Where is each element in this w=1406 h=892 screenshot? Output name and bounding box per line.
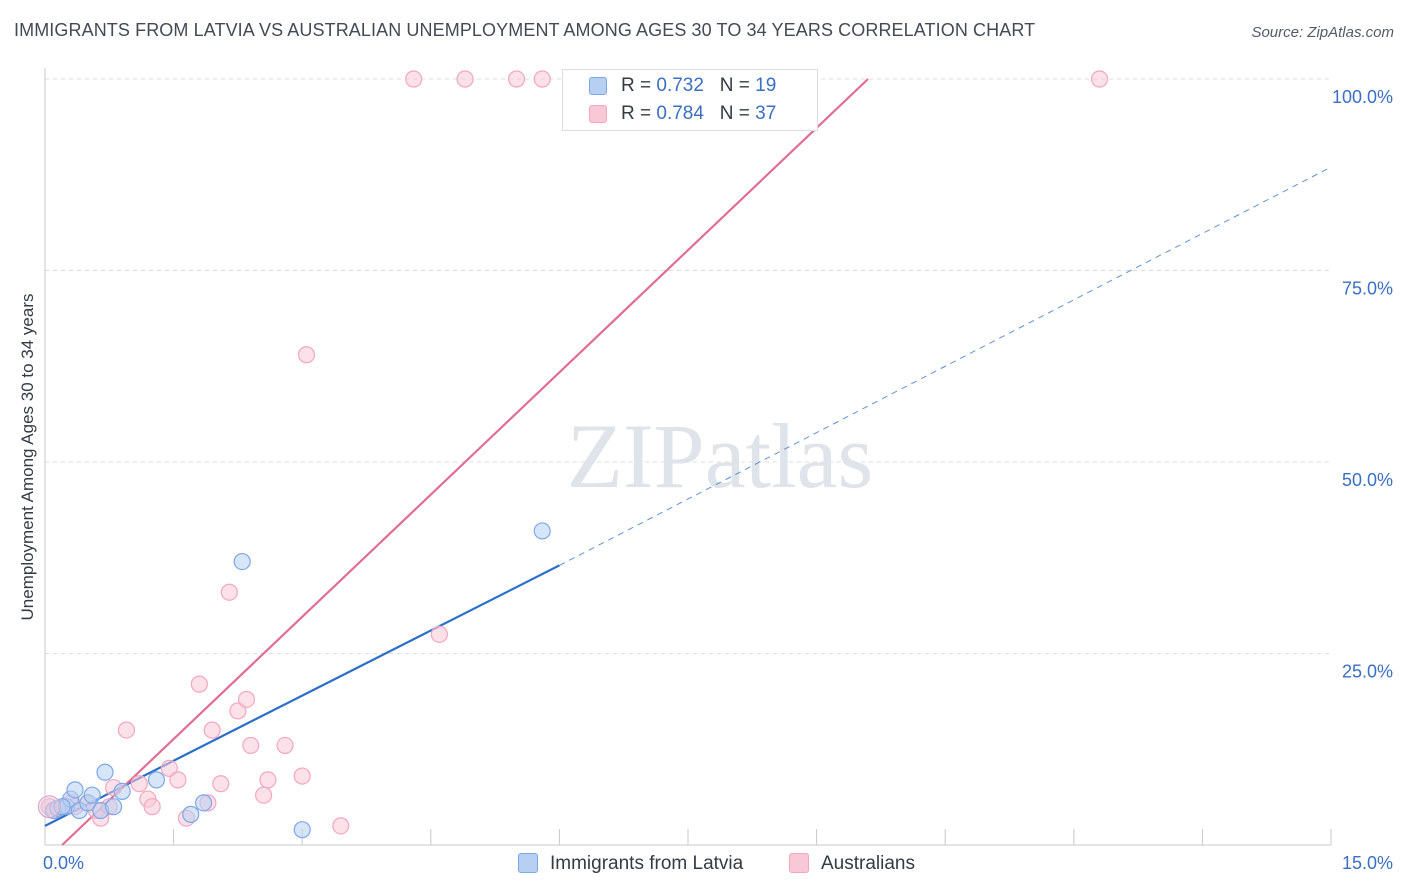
data-point bbox=[332, 817, 350, 835]
y-tick-label: 100.0% bbox=[1332, 87, 1393, 107]
watermark: ZIPatlas bbox=[567, 405, 874, 507]
legend-text-australians: R = 0.784 N = 37 bbox=[621, 103, 776, 125]
data-point bbox=[66, 781, 84, 799]
data-point bbox=[293, 767, 311, 785]
data-point bbox=[255, 786, 273, 804]
legend-r-value-latvia: 0.732 bbox=[656, 75, 704, 96]
data-point bbox=[143, 798, 161, 816]
trend-line-0 bbox=[44, 564, 560, 827]
data-point bbox=[430, 625, 448, 643]
legend-row-latvia: R = 0.732 N = 19 bbox=[563, 72, 817, 100]
data-point bbox=[1090, 70, 1109, 88]
data-point bbox=[212, 775, 230, 793]
data-point bbox=[220, 583, 238, 601]
data-point bbox=[405, 70, 423, 88]
data-point bbox=[456, 70, 474, 88]
x-tick-label: 0.0% bbox=[43, 853, 84, 873]
legend-swatch-australians bbox=[589, 105, 607, 123]
trend-line-1 bbox=[61, 78, 869, 846]
data-point bbox=[190, 675, 208, 693]
data-point bbox=[297, 346, 316, 364]
y-tick-label: 75.0% bbox=[1342, 279, 1393, 299]
data-point bbox=[203, 721, 221, 739]
data-point bbox=[104, 798, 123, 816]
data-point bbox=[293, 821, 311, 839]
y-axis-label: Unemployment Among Ages 30 to 34 years bbox=[18, 293, 37, 621]
data-point bbox=[276, 736, 294, 755]
data-point bbox=[533, 70, 551, 88]
legend-text-latvia: R = 0.732 N = 19 bbox=[621, 75, 776, 97]
y-tick-label: 50.0% bbox=[1342, 470, 1393, 490]
data-point bbox=[195, 794, 213, 812]
data-point bbox=[160, 759, 178, 778]
data-point bbox=[113, 782, 131, 800]
legend-n-value-australians: 37 bbox=[755, 103, 777, 124]
chart-title: IMMIGRANTS FROM LATVIA VS AUSTRALIAN UNE… bbox=[14, 20, 1036, 40]
trend-lines bbox=[44, 78, 1332, 846]
data-point bbox=[237, 690, 256, 709]
series-label-australians: Australians bbox=[821, 853, 915, 874]
data-point bbox=[37, 795, 61, 819]
trend-extension-0 bbox=[559, 166, 1332, 566]
data-point bbox=[229, 702, 247, 720]
legend-r-label: R = bbox=[621, 75, 657, 96]
legend-r-value-australians: 0.784 bbox=[656, 103, 704, 124]
legend-n-label: N = bbox=[719, 103, 756, 124]
data-point bbox=[507, 70, 526, 88]
data-point bbox=[96, 763, 114, 781]
series-swatch-latvia bbox=[518, 853, 538, 873]
axes bbox=[44, 68, 1332, 846]
y-tick-label: 25.0% bbox=[1342, 662, 1393, 682]
legend-row-australians: R = 0.784 N = 37 bbox=[563, 100, 817, 128]
data-point bbox=[533, 522, 551, 540]
data-point bbox=[259, 771, 277, 789]
series-label-latvia: Immigrants from Latvia bbox=[550, 853, 744, 874]
x-tick-label: 15.0% bbox=[1342, 853, 1393, 873]
correlation-legend: R = 0.732 N = 19 R = 0.784 N = 37 bbox=[562, 69, 818, 131]
legend-swatch-latvia bbox=[589, 77, 607, 95]
source-label: Source: ZipAtlas.com bbox=[1251, 24, 1394, 41]
tick-labels: 100.0% 75.0% 50.0% 25.0% 0.0% 15.0% bbox=[43, 87, 1393, 873]
data-point bbox=[130, 775, 148, 793]
data-point bbox=[83, 786, 101, 804]
data-point bbox=[117, 721, 136, 739]
series-swatch-australians bbox=[789, 853, 809, 873]
data-point bbox=[147, 771, 166, 789]
data-point bbox=[242, 736, 260, 755]
data-point bbox=[169, 771, 187, 789]
legend-n-label: N = bbox=[719, 75, 756, 96]
data-point bbox=[182, 805, 200, 823]
legend-r-label: R = bbox=[621, 103, 657, 124]
data-points bbox=[37, 70, 1109, 839]
legend-n-value-latvia: 19 bbox=[755, 75, 777, 96]
data-point bbox=[233, 552, 251, 571]
